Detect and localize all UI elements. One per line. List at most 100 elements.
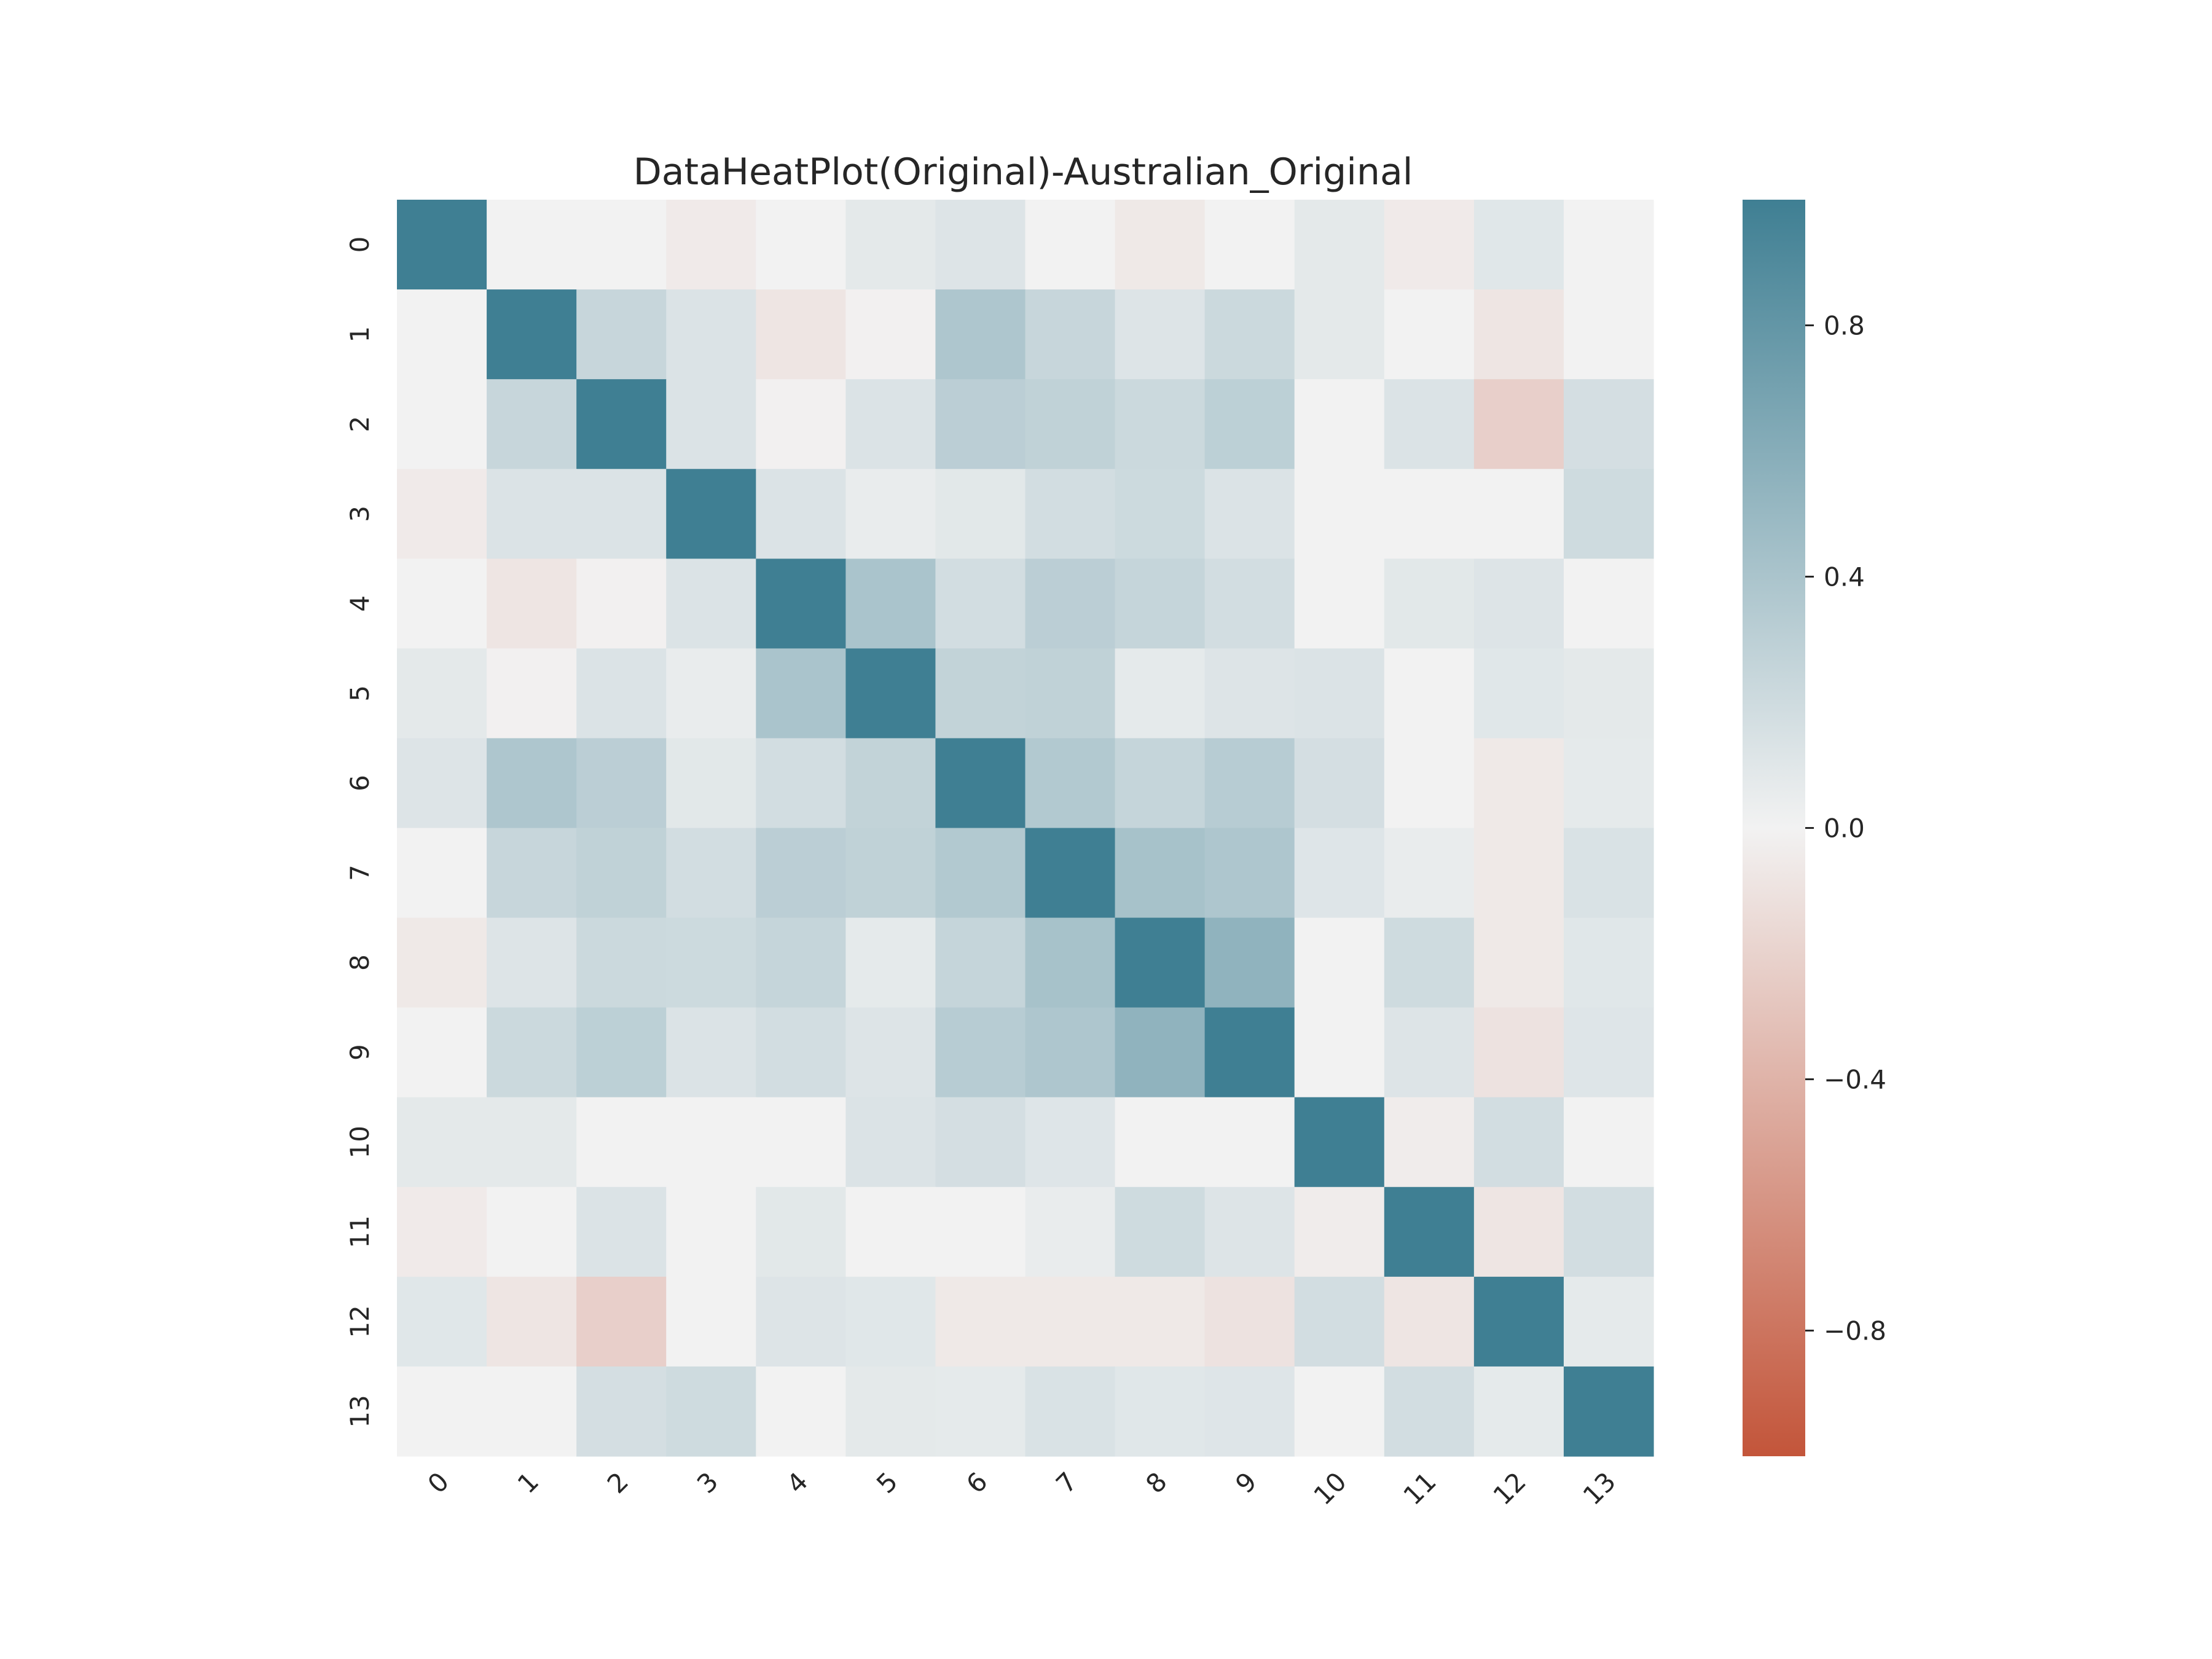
- x-tick-label: 9: [1230, 1466, 1263, 1499]
- colorbar-tick-label: −0.4: [1824, 1065, 1886, 1095]
- heatmap-cell-11-3: [666, 1186, 756, 1277]
- heatmap-cell-6-12: [1473, 738, 1564, 829]
- heatmap-cell-2-7: [1025, 379, 1116, 469]
- heatmap-cell-4-8: [1115, 559, 1206, 649]
- heatmap-cell-5-4: [756, 648, 846, 739]
- heatmap-cell-0-9: [1204, 200, 1295, 290]
- heatmap-cell-0-5: [845, 200, 936, 290]
- heatmap-cell-11-2: [576, 1186, 667, 1277]
- heatmap-cell-3-2: [576, 469, 667, 559]
- heatmap-cell-7-8: [1115, 828, 1206, 919]
- heatmap-cell-12-13: [1563, 1276, 1654, 1367]
- y-tick-label: 11: [345, 1215, 375, 1248]
- heatmap-cell-11-6: [935, 1186, 1026, 1277]
- heatmap-cell-5-10: [1294, 648, 1385, 739]
- heatmap-cell-12-0: [397, 1276, 487, 1367]
- heatmap-cell-13-9: [1204, 1366, 1295, 1457]
- x-tick-label: 4: [781, 1466, 814, 1499]
- heatmap-cell-7-13: [1563, 828, 1654, 919]
- heatmap-cell-9-11: [1384, 1007, 1475, 1098]
- heatmap-cell-6-2: [576, 738, 667, 829]
- heatmap-cell-11-12: [1473, 1186, 1564, 1277]
- colorbar-tick-label: −0.8: [1824, 1316, 1886, 1346]
- heatmap-cell-6-3: [666, 738, 756, 829]
- heatmap-cell-9-5: [845, 1007, 936, 1098]
- heatmap-cell-10-12: [1473, 1097, 1564, 1188]
- heatmap-cell-3-3: [666, 469, 756, 559]
- heatmap-cell-4-4: [756, 559, 846, 649]
- heatmap-cell-10-13: [1563, 1097, 1654, 1188]
- heatmap-cell-8-0: [397, 917, 487, 1008]
- heatmap-cell-8-12: [1473, 917, 1564, 1008]
- heatmap-cell-0-4: [756, 200, 846, 290]
- x-tick-label: 8: [1140, 1466, 1173, 1499]
- heatmap-cell-7-5: [845, 828, 936, 919]
- x-tick-label: 12: [1488, 1466, 1532, 1510]
- heatmap-cell-13-8: [1115, 1366, 1206, 1457]
- heatmap-cell-2-13: [1563, 379, 1654, 469]
- x-tick-label: 7: [1050, 1466, 1083, 1499]
- heatmap-cell-5-12: [1473, 648, 1564, 739]
- heatmap-cell-3-13: [1563, 469, 1654, 559]
- heatmap-cell-8-10: [1294, 917, 1385, 1008]
- heatmap-cell-9-1: [487, 1007, 577, 1098]
- heatmap-cell-1-11: [1384, 289, 1475, 380]
- heatmap-cell-0-11: [1384, 200, 1475, 290]
- heatmap-cell-12-4: [756, 1276, 846, 1367]
- heatmap-cell-5-6: [935, 648, 1026, 739]
- heatmap-cell-8-13: [1563, 917, 1654, 1008]
- heatmap-cell-1-8: [1115, 289, 1206, 380]
- heatmap-cell-6-13: [1563, 738, 1654, 829]
- heatmap-cell-9-9: [1204, 1007, 1295, 1098]
- y-tick-label: 4: [345, 595, 375, 612]
- heatmap-cell-1-2: [576, 289, 667, 380]
- heatmap-cells: [397, 200, 1654, 1457]
- heatmap-cell-0-8: [1115, 200, 1206, 290]
- heatmap-cell-13-1: [487, 1366, 577, 1457]
- heatmap-cell-4-1: [487, 559, 577, 649]
- y-tick-label: 0: [345, 237, 375, 253]
- heatmap-cell-1-10: [1294, 289, 1385, 380]
- heatmap-cell-11-9: [1204, 1186, 1295, 1277]
- heatmap-cell-9-7: [1025, 1007, 1116, 1098]
- heatmap-cell-12-8: [1115, 1276, 1206, 1367]
- heatmap-cell-10-6: [935, 1097, 1026, 1188]
- heatmap-cell-13-11: [1384, 1366, 1475, 1457]
- heatmap-cell-13-4: [756, 1366, 846, 1457]
- heatmap-cell-3-10: [1294, 469, 1385, 559]
- colorbar-tick-label: 0.8: [1824, 311, 1865, 341]
- heatmap-cell-9-2: [576, 1007, 667, 1098]
- heatmap-cell-2-11: [1384, 379, 1475, 469]
- heatmap-cell-4-13: [1563, 559, 1654, 649]
- y-tick-label: 12: [345, 1305, 375, 1338]
- heatmap-cell-3-9: [1204, 469, 1295, 559]
- heatmap-cell-4-10: [1294, 559, 1385, 649]
- heatmap-cell-3-12: [1473, 469, 1564, 559]
- heatmap-cell-1-9: [1204, 289, 1295, 380]
- heatmap-cell-3-6: [935, 469, 1026, 559]
- heatmap-cell-1-6: [935, 289, 1026, 380]
- heatmap-cell-10-3: [666, 1097, 756, 1188]
- heatmap-cell-4-7: [1025, 559, 1116, 649]
- heatmap-cell-10-0: [397, 1097, 487, 1188]
- heatmap-cell-13-13: [1563, 1366, 1654, 1457]
- heatmap-cell-0-0: [397, 200, 487, 290]
- heatmap-cell-10-10: [1294, 1097, 1385, 1188]
- heatmap-cell-0-2: [576, 200, 667, 290]
- colorbar-tick-label: 0.0: [1824, 814, 1865, 844]
- heatmap-cell-6-8: [1115, 738, 1206, 829]
- y-tick-label: 5: [345, 685, 375, 702]
- heatmap-cell-7-1: [487, 828, 577, 919]
- heatmap-cell-1-0: [397, 289, 487, 380]
- heatmap-cell-5-0: [397, 648, 487, 739]
- heatmap-cell-4-12: [1473, 559, 1564, 649]
- heatmap-cell-4-5: [845, 559, 936, 649]
- heatmap-cell-10-1: [487, 1097, 577, 1188]
- heatmap-cell-9-8: [1115, 1007, 1206, 1098]
- heatmap-cell-2-2: [576, 379, 667, 469]
- heatmap-cell-3-1: [487, 469, 577, 559]
- heatmap-cell-11-5: [845, 1186, 936, 1277]
- heatmap-cell-8-5: [845, 917, 936, 1008]
- heatmap-cell-8-11: [1384, 917, 1475, 1008]
